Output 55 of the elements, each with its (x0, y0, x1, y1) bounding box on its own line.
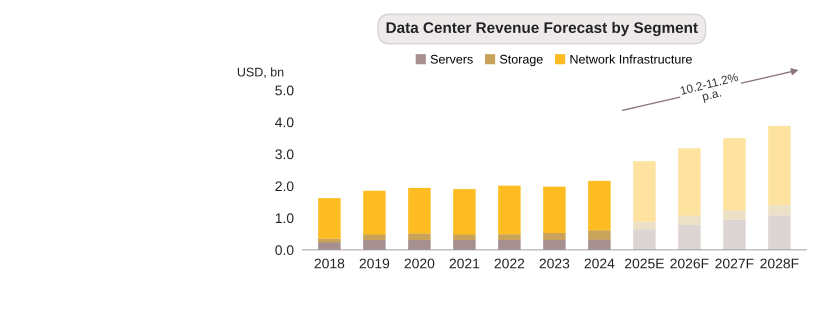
y-tick-label: 0.0 (275, 245, 294, 256)
y-tick-label: 3.0 (275, 149, 294, 160)
x-tick-label: 2023 (540, 258, 570, 268)
y-tick-label: 1.0 (276, 213, 294, 224)
bar (363, 190, 386, 235)
y-tick-label: 5.0 (275, 85, 294, 96)
legend-label: Storage (500, 54, 543, 66)
bar (678, 216, 701, 225)
legend-label: Servers (430, 54, 473, 64)
y-tick-label: 2.0 (275, 181, 294, 192)
bar (678, 224, 701, 250)
bar (723, 210, 746, 220)
x-tick-label: 2024 (584, 258, 614, 268)
bar (408, 240, 431, 250)
bar (543, 240, 566, 250)
bar (543, 232, 566, 240)
bar (633, 229, 656, 250)
bar (633, 222, 656, 230)
bar (318, 198, 341, 239)
bar (318, 242, 341, 250)
bar (768, 215, 791, 250)
chart-title: Data Center Revenue Forecast by Segment (386, 22, 698, 36)
bar (408, 234, 431, 240)
bar (588, 240, 611, 250)
bar (498, 234, 521, 240)
bar (453, 240, 476, 250)
x-tick-label: 2018 (314, 258, 344, 268)
bar (768, 126, 791, 206)
x-tick-label: 2026F (670, 258, 709, 268)
bar (588, 180, 611, 230)
bar (363, 240, 386, 250)
bar (588, 230, 611, 240)
x-tick-label: 2028F (760, 258, 799, 268)
bar (768, 205, 791, 216)
bar (318, 238, 341, 243)
bar (678, 148, 701, 216)
x-tick-label: 2027F (715, 258, 754, 268)
bar (633, 161, 656, 222)
bar (543, 186, 566, 233)
bar (453, 189, 476, 235)
bar (723, 138, 746, 211)
bar (408, 188, 431, 234)
bar (453, 234, 476, 240)
x-tick-label: 2025E (625, 258, 664, 268)
x-tick-label: 2020 (404, 258, 434, 268)
bar (498, 240, 521, 250)
bar (498, 186, 521, 234)
x-tick-label: 2019 (360, 258, 390, 268)
legend-label: Network Infrastructure (570, 54, 692, 64)
y-tick-label: 4.0 (275, 117, 294, 128)
bar (363, 234, 386, 240)
y-axis-title: USD, bn (238, 67, 284, 78)
bar (723, 220, 746, 250)
x-tick-label: 2022 (494, 258, 524, 268)
x-tick-label: 2021 (450, 258, 480, 268)
